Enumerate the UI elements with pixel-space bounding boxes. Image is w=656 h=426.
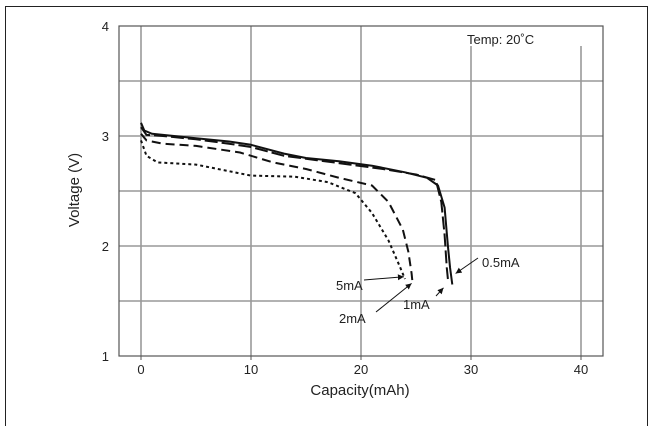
curve-5mA <box>140 140 406 280</box>
arrow-1mA <box>435 287 444 297</box>
arrow-2mA <box>375 283 412 313</box>
x-tick-label-20: 20 <box>354 362 368 377</box>
x-tick-label-30: 30 <box>464 362 478 377</box>
x-tick-label-10: 10 <box>244 362 258 377</box>
y-tick-label-2: 2 <box>102 239 109 254</box>
tick-labels: 0 10 20 30 40 1 2 3 4 <box>102 19 588 377</box>
series-label-0.5mA: 0.5mA <box>482 255 520 270</box>
x-axis-label: Capacity(mAh) <box>310 382 409 399</box>
arrows <box>363 257 479 313</box>
y-tick-label-3: 3 <box>102 129 109 144</box>
grid <box>119 26 603 356</box>
arrow-0.5mA <box>455 257 479 274</box>
curves <box>140 122 454 285</box>
y-axis-label: Voltage (V) <box>66 153 83 227</box>
curve-0.5mA <box>140 122 454 285</box>
y-tick-label-1: 1 <box>102 349 109 364</box>
curve-1mA <box>140 126 449 280</box>
curve-2mA <box>140 133 414 285</box>
x-tick-label-40: 40 <box>574 362 588 377</box>
y-tick-label-4: 4 <box>102 19 109 34</box>
arrow-5mA <box>363 274 404 281</box>
series-label-1mA: 1mA <box>403 297 430 312</box>
temperature-annotation: Temp: 20˚C <box>467 32 534 47</box>
series-label-5mA: 5mA <box>336 278 363 293</box>
series-label-2mA: 2mA <box>339 311 366 326</box>
x-tick-label-0: 0 <box>137 362 144 377</box>
chart-frame <box>5 6 648 426</box>
